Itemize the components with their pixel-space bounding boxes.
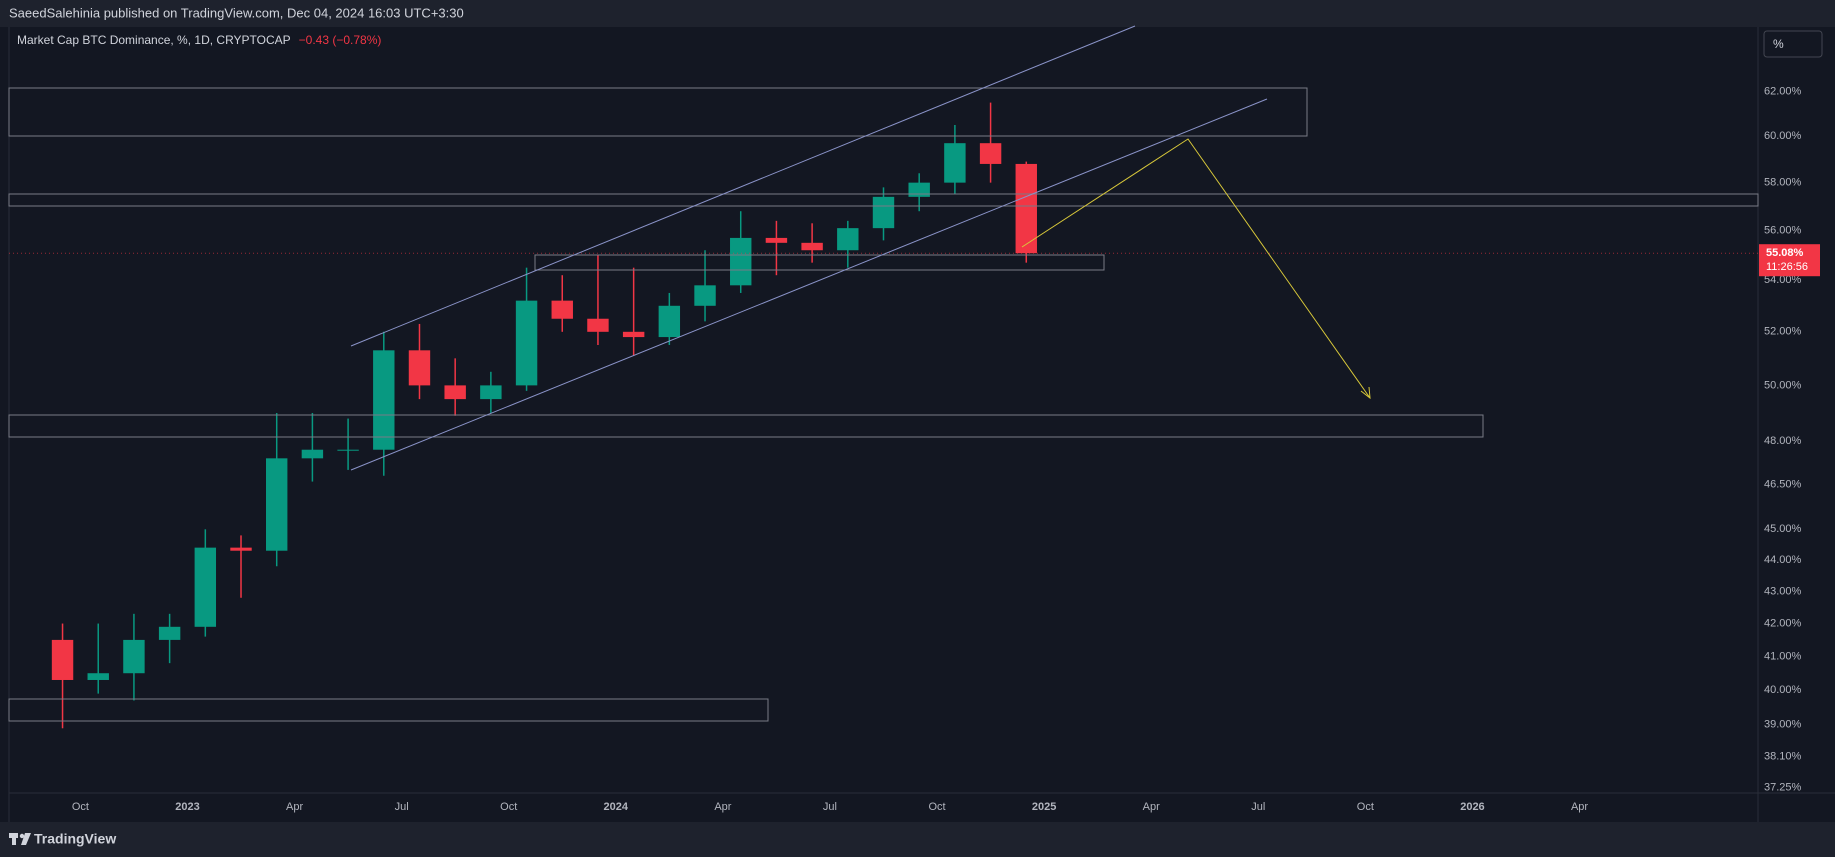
- y-tick-label: 43.00%: [1764, 585, 1802, 597]
- zone-box: [8, 414, 1484, 438]
- last-price-label: 55.08%: [1766, 247, 1804, 259]
- candle-body: [123, 639, 145, 674]
- candle-body: [837, 228, 859, 251]
- candle-body: [515, 300, 538, 386]
- candle-body: [551, 300, 573, 319]
- y-tick-label: 56.00%: [1764, 224, 1802, 236]
- y-tick-label: 50.00%: [1764, 379, 1802, 391]
- x-tick-label: Jul: [395, 801, 409, 813]
- candle-body: [1015, 163, 1037, 254]
- channel-lower: [350, 98, 1268, 471]
- candle-body: [408, 350, 431, 386]
- countdown-label: 11:26:56: [1766, 261, 1808, 273]
- projection-arrow: [1021, 138, 1371, 399]
- x-tick-label: Jul: [823, 801, 837, 813]
- x-tick-label: Oct: [500, 801, 517, 813]
- candle-body: [480, 385, 502, 400]
- y-tick-label: 40.00%: [1764, 684, 1802, 696]
- x-tick-label: 2026: [1460, 801, 1484, 813]
- candle-body: [979, 143, 1002, 164]
- y-tick-label: 38.10%: [1764, 751, 1802, 763]
- candle-body: [337, 449, 359, 451]
- candle-body: [658, 305, 681, 338]
- y-tick-label: 42.00%: [1764, 617, 1802, 629]
- candle-body: [301, 449, 324, 459]
- candle-body: [872, 196, 895, 229]
- y-tick-label: 37.25%: [1764, 781, 1802, 793]
- x-tick-label: Apr: [1143, 801, 1160, 813]
- scale-button-label[interactable]: %: [1773, 37, 1784, 51]
- y-tick-label: 45.00%: [1764, 523, 1802, 535]
- scale-button[interactable]: [1763, 30, 1823, 58]
- x-tick-label: Oct: [1357, 801, 1374, 813]
- y-tick-label: 62.00%: [1764, 85, 1802, 97]
- candle-body: [765, 237, 788, 243]
- drawings: [8, 25, 1759, 722]
- candle-body: [265, 458, 288, 551]
- y-tick-label: 60.00%: [1764, 130, 1802, 142]
- y-tick-label: 48.00%: [1764, 435, 1802, 447]
- candle-body: [373, 350, 395, 450]
- y-tick-label: 58.00%: [1764, 177, 1802, 189]
- header-bar: [0, 0, 1835, 27]
- candle-body: [587, 318, 609, 332]
- x-tick-label: Apr: [714, 801, 731, 813]
- last-price-tag: [1759, 244, 1820, 277]
- chart-title: Market Cap BTC Dominance, %, 1D, CRYPTOC…: [17, 33, 291, 47]
- x-tick-label: 2023: [175, 801, 199, 813]
- candle-body: [194, 547, 217, 627]
- x-tick-label: Jul: [1251, 801, 1265, 813]
- y-tick-label: 52.00%: [1764, 326, 1802, 338]
- x-tick-label: 2025: [1032, 801, 1056, 813]
- candle-body: [908, 182, 930, 197]
- x-tick-label: Apr: [1571, 801, 1588, 813]
- y-tick-label: 46.50%: [1764, 478, 1802, 490]
- candle-body: [801, 242, 823, 251]
- y-tick-label: 41.00%: [1764, 650, 1802, 662]
- footer-brand: TradingView: [34, 831, 116, 847]
- candle-body: [230, 547, 252, 551]
- x-tick-label: Oct: [928, 801, 945, 813]
- y-tick-label: 44.00%: [1764, 554, 1802, 566]
- candle-body: [622, 331, 645, 338]
- candle-body: [444, 385, 466, 400]
- channel-upper: [350, 25, 1136, 347]
- zone-box: [8, 87, 1308, 137]
- x-tick-label: 2024: [604, 801, 629, 813]
- candle-body: [87, 673, 109, 680]
- arrow-head: [1360, 386, 1371, 400]
- zone-box: [8, 698, 769, 722]
- y-tick-label: 39.00%: [1764, 719, 1802, 731]
- logo-part: [21, 833, 31, 845]
- x-tick-label: Apr: [286, 801, 303, 813]
- candle-body: [694, 285, 716, 306]
- candle-body: [158, 626, 181, 640]
- zone-box: [8, 193, 1759, 207]
- candle-body: [730, 237, 752, 286]
- publisher: SaeedSalehinia published on TradingView.…: [9, 5, 464, 20]
- candle-body: [944, 143, 966, 183]
- x-tick-label: Oct: [72, 801, 89, 813]
- logo-part: [12, 833, 16, 845]
- zone-box: [534, 254, 1105, 271]
- y-tick-label: 54.00%: [1764, 274, 1802, 286]
- footer-bar: [0, 822, 1835, 857]
- candle-body: [51, 639, 74, 680]
- price-change: −0.43 (−0.78%): [299, 33, 382, 47]
- logo-part: [19, 833, 25, 839]
- tv-logo: [9, 833, 31, 845]
- plot: [9, 102, 1758, 729]
